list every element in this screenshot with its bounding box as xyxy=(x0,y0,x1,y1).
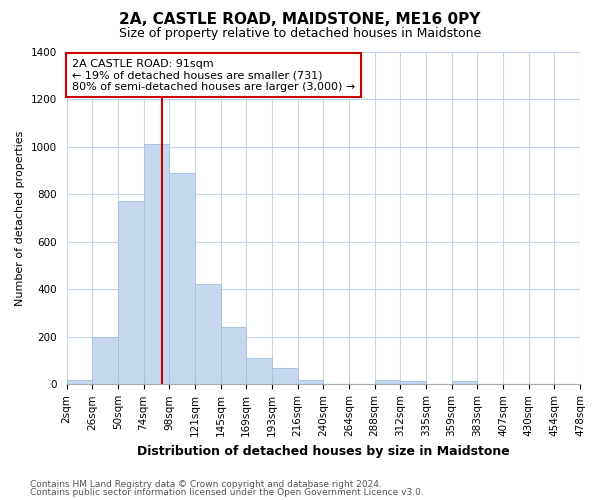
Bar xyxy=(118,202,143,384)
Y-axis label: Number of detached properties: Number of detached properties xyxy=(15,130,25,306)
Text: Contains HM Land Registry data © Crown copyright and database right 2024.: Contains HM Land Registry data © Crown c… xyxy=(30,480,382,489)
Bar xyxy=(221,328,246,384)
X-axis label: Distribution of detached houses by size in Maidstone: Distribution of detached houses by size … xyxy=(137,444,509,458)
Bar xyxy=(195,284,221,384)
Bar xyxy=(92,337,118,384)
Bar xyxy=(67,380,92,384)
Bar xyxy=(169,172,195,384)
Bar xyxy=(400,381,426,384)
Bar xyxy=(272,368,298,384)
Text: 2A CASTLE ROAD: 91sqm
← 19% of detached houses are smaller (731)
80% of semi-det: 2A CASTLE ROAD: 91sqm ← 19% of detached … xyxy=(72,58,355,92)
Text: Contains public sector information licensed under the Open Government Licence v3: Contains public sector information licen… xyxy=(30,488,424,497)
Bar xyxy=(143,144,169,384)
Bar xyxy=(298,380,323,384)
Text: 2A, CASTLE ROAD, MAIDSTONE, ME16 0PY: 2A, CASTLE ROAD, MAIDSTONE, ME16 0PY xyxy=(119,12,481,28)
Text: Size of property relative to detached houses in Maidstone: Size of property relative to detached ho… xyxy=(119,28,481,40)
Bar xyxy=(246,358,272,384)
Bar xyxy=(374,380,400,384)
Bar xyxy=(452,381,478,384)
